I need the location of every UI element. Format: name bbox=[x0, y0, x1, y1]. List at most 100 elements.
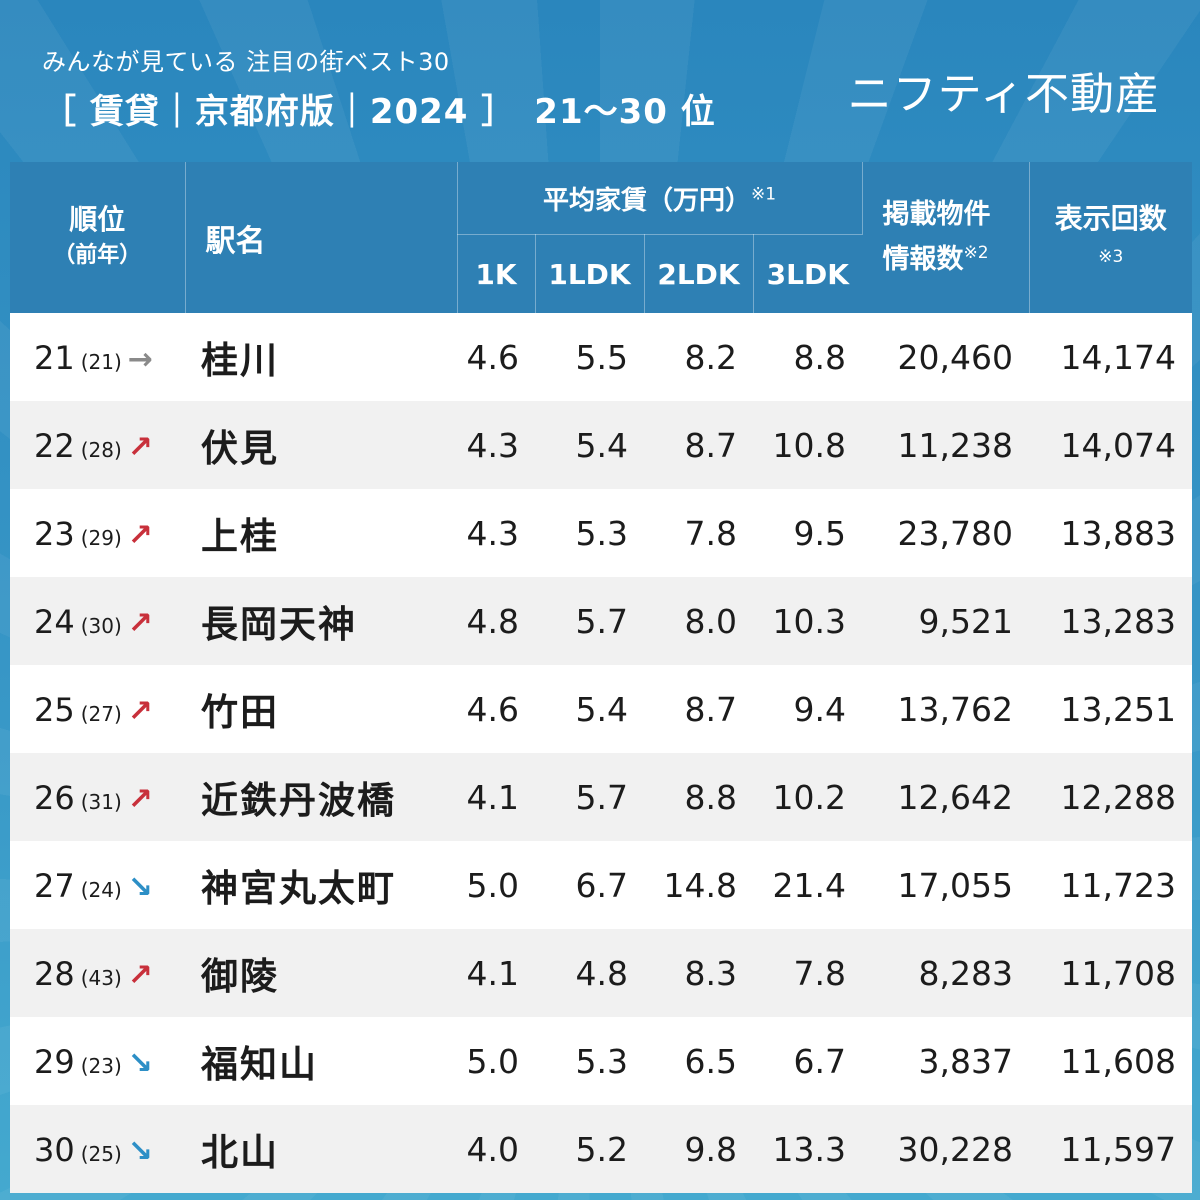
rent-1k: 4.6 bbox=[466, 689, 519, 729]
trend-up-icon: ↗ bbox=[127, 781, 153, 817]
header-rent: 平均家賃（万円）※1 bbox=[457, 162, 863, 235]
previous-rank: (28) bbox=[80, 437, 122, 462]
views-count: 13,251 bbox=[1060, 689, 1177, 729]
station-name: 竹田 bbox=[201, 691, 279, 734]
table-row: 23 (29) ↗ 上桂 4.3 5.3 7.8 9.5 23,780 13,883 bbox=[10, 489, 1193, 577]
views-count: 13,883 bbox=[1060, 513, 1177, 553]
views-count: 14,074 bbox=[1060, 425, 1177, 465]
rank-cell: 22 (28) ↗ bbox=[10, 401, 185, 489]
rent-2ldk: 8.8 bbox=[684, 777, 737, 817]
rent-3ldk: 10.3 bbox=[772, 601, 847, 641]
header-rent-note: ※1 bbox=[750, 183, 777, 204]
rent-1ldk: 5.7 bbox=[575, 601, 628, 641]
listings-count: 9,521 bbox=[918, 601, 1014, 641]
table-row: 30 (25) ↘ 北山 4.0 5.2 9.8 13.3 30,228 11,59… bbox=[10, 1105, 1193, 1193]
previous-rank: (25) bbox=[80, 1141, 122, 1166]
rank-cell: 25 (27) ↗ bbox=[10, 665, 185, 753]
rank-cell: 29 (23) ↘ bbox=[10, 1017, 185, 1105]
rent-3ldk: 9.5 bbox=[793, 513, 847, 553]
trend-down-icon: ↘ bbox=[127, 1133, 153, 1169]
views-count: 14,174 bbox=[1060, 337, 1177, 377]
listings-count: 20,460 bbox=[897, 337, 1014, 377]
rent-3ldk: 7.8 bbox=[793, 953, 847, 993]
station-name: 伏見 bbox=[201, 427, 279, 470]
rent-3ldk: 10.2 bbox=[772, 777, 847, 817]
listings-count: 8,283 bbox=[918, 953, 1014, 993]
trend-same-icon: → bbox=[127, 341, 153, 377]
previous-rank: (31) bbox=[80, 789, 122, 814]
rent-1k: 4.6 bbox=[466, 337, 519, 377]
table-row: 27 (24) ↘ 神宮丸太町 5.0 6.7 14.8 21.4 17,055 1… bbox=[10, 841, 1193, 929]
header-listings-note: ※2 bbox=[963, 243, 989, 263]
header-views-label: 表示回数 bbox=[1054, 201, 1167, 235]
rent-1ldk: 5.4 bbox=[575, 425, 628, 465]
header-listings-line2: 情報数 bbox=[882, 244, 964, 275]
station-name: 御陵 bbox=[201, 955, 279, 998]
header-rank-label: 順位 bbox=[69, 202, 126, 236]
rent-2ldk: 14.8 bbox=[663, 865, 737, 905]
views-count: 12,288 bbox=[1060, 777, 1177, 817]
previous-rank: (23) bbox=[80, 1053, 122, 1078]
rank-number: 22 bbox=[34, 426, 75, 465]
views-count: 11,597 bbox=[1060, 1129, 1177, 1169]
header-rank-prev: （前年） bbox=[53, 242, 142, 268]
previous-rank: (29) bbox=[80, 525, 122, 550]
table-row: 26 (31) ↗ 近鉄丹波橋 4.1 5.7 8.8 10.2 12,642 12… bbox=[10, 753, 1193, 841]
rent-1k: 4.1 bbox=[466, 777, 519, 817]
views-count: 13,283 bbox=[1060, 601, 1177, 641]
listings-count: 23,780 bbox=[897, 513, 1014, 553]
listings-count: 30,228 bbox=[897, 1129, 1014, 1169]
previous-rank: (21) bbox=[80, 349, 122, 374]
listings-count: 11,238 bbox=[897, 425, 1014, 465]
rent-1ldk: 5.3 bbox=[575, 1041, 628, 1081]
header-1k: 1K bbox=[457, 234, 536, 313]
ranking-table: 順位 （前年） 駅名 平均家賃（万円）※1 掲載物件 情報数※2 表示回数 ※3… bbox=[10, 162, 1193, 1193]
previous-rank: (30) bbox=[80, 613, 122, 638]
table-row: 21 (21) → 桂川 4.6 5.5 8.2 8.8 20,460 14,174 bbox=[10, 313, 1193, 401]
rank-cell: 28 (43) ↗ bbox=[10, 929, 185, 1017]
rent-1k: 4.8 bbox=[466, 601, 519, 641]
rent-2ldk: 9.8 bbox=[684, 1129, 737, 1169]
station-name: 近鉄丹波橋 bbox=[201, 779, 396, 822]
rank-number: 30 bbox=[34, 1130, 75, 1169]
header-rent-label: 平均家賃（万円） bbox=[542, 185, 751, 216]
rank-number: 27 bbox=[34, 866, 75, 905]
ranking-table-container: 順位 （前年） 駅名 平均家賃（万円）※1 掲載物件 情報数※2 表示回数 ※3… bbox=[10, 162, 1193, 1193]
rank-cell: 21 (21) → bbox=[10, 313, 185, 401]
listings-count: 17,055 bbox=[897, 865, 1014, 905]
station-name: 北山 bbox=[201, 1131, 279, 1174]
previous-rank: (24) bbox=[80, 877, 122, 902]
rent-3ldk: 13.3 bbox=[772, 1129, 847, 1169]
header-2ldk: 2LDK bbox=[644, 234, 754, 313]
rent-3ldk: 8.8 bbox=[793, 337, 847, 377]
trend-up-icon: ↗ bbox=[127, 605, 153, 641]
header-1ldk: 1LDK bbox=[535, 234, 645, 313]
rent-1ldk: 5.5 bbox=[575, 337, 628, 377]
views-count: 11,723 bbox=[1060, 865, 1177, 905]
table-row: 24 (30) ↗ 長岡天神 4.8 5.7 8.0 10.3 9,521 13,2… bbox=[10, 577, 1193, 665]
table-row: 29 (23) ↘ 福知山 5.0 5.3 6.5 6.7 3,837 11,608 bbox=[10, 1017, 1193, 1105]
rank-cell: 30 (25) ↘ bbox=[10, 1105, 185, 1193]
previous-rank: (27) bbox=[80, 701, 122, 726]
header-views-note: ※3 bbox=[1098, 246, 1124, 267]
rent-1k: 4.3 bbox=[466, 425, 519, 465]
rent-1ldk: 5.7 bbox=[575, 777, 628, 817]
rank-number: 25 bbox=[34, 690, 75, 729]
rank-number: 29 bbox=[34, 1042, 75, 1081]
table-row: 28 (43) ↗ 御陵 4.1 4.8 8.3 7.8 8,283 11,708 bbox=[10, 929, 1193, 1017]
rent-3ldk: 6.7 bbox=[793, 1041, 847, 1081]
trend-up-icon: ↗ bbox=[127, 957, 153, 993]
station-name: 桂川 bbox=[201, 339, 279, 382]
rank-number: 24 bbox=[34, 602, 75, 641]
rent-3ldk: 9.4 bbox=[793, 689, 847, 729]
views-count: 11,708 bbox=[1060, 953, 1177, 993]
rent-1ldk: 5.4 bbox=[575, 689, 628, 729]
rank-number: 28 bbox=[34, 954, 75, 993]
header-listings: 掲載物件 情報数※2 bbox=[862, 162, 1030, 313]
rent-1ldk: 5.3 bbox=[575, 513, 628, 553]
rank-cell: 23 (29) ↗ bbox=[10, 489, 185, 577]
rank-number: 23 bbox=[34, 514, 75, 553]
rent-3ldk: 21.4 bbox=[772, 865, 847, 905]
rent-1k: 5.0 bbox=[466, 1041, 519, 1081]
header-listings-line1: 掲載物件 bbox=[882, 199, 991, 230]
